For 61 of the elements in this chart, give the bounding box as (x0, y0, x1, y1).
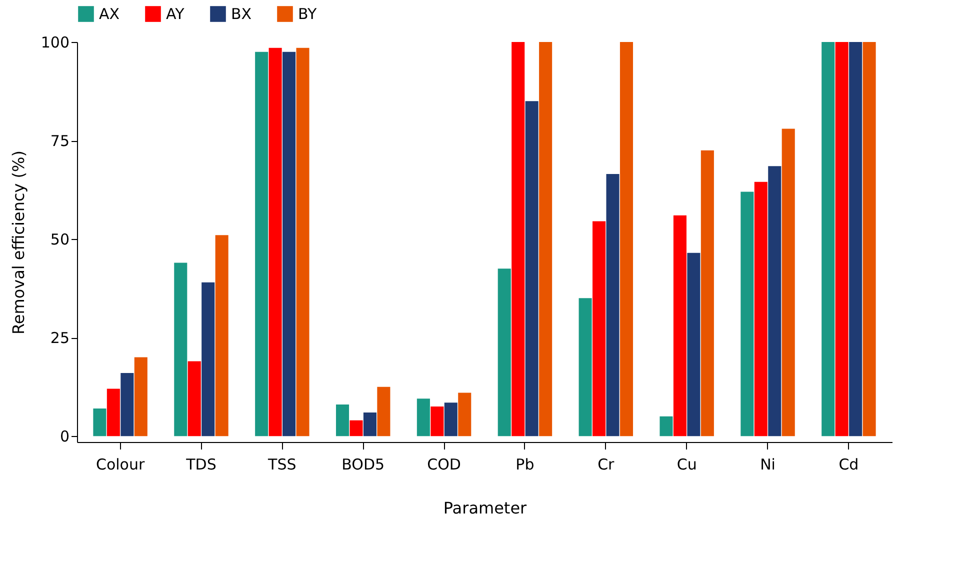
bar (822, 42, 835, 436)
bar (255, 52, 268, 436)
bar (700, 150, 714, 436)
y-tick-label: 50 (50, 230, 70, 249)
bar (835, 42, 848, 436)
legend-label: AY (166, 5, 186, 23)
bar (377, 386, 390, 436)
bar (134, 357, 148, 436)
bar (673, 215, 686, 436)
x-tick-label: Cd (838, 456, 859, 474)
bar (768, 166, 782, 436)
x-tick-label: BOD5 (342, 456, 385, 474)
bar (606, 174, 620, 436)
bar (416, 398, 430, 436)
y-tick-label: 75 (50, 132, 70, 150)
bar (525, 101, 538, 436)
bar (282, 52, 296, 436)
bar (498, 268, 511, 436)
bar (363, 412, 376, 436)
bar (578, 298, 592, 436)
y-tick-label: 25 (50, 329, 70, 348)
bar (512, 42, 525, 436)
bar (106, 388, 120, 436)
bar (296, 48, 310, 436)
y-axis-title: Removal efficiency (%) (8, 150, 28, 334)
bar (350, 420, 363, 436)
y-tick-label: 100 (40, 34, 70, 52)
legend-label: AX (99, 5, 120, 23)
bar (336, 404, 350, 436)
bar (458, 392, 472, 436)
bar (120, 373, 134, 436)
bar (430, 406, 444, 436)
bar (849, 42, 862, 436)
bar (174, 262, 188, 436)
bar (754, 182, 768, 436)
bar (268, 48, 282, 436)
bar (188, 361, 201, 436)
x-tick-label: Pb (516, 456, 534, 474)
bar (740, 192, 754, 436)
bar (539, 42, 552, 436)
x-tick-label: Cu (676, 456, 697, 474)
bar (862, 42, 876, 436)
bar (444, 402, 458, 436)
bar (687, 252, 700, 436)
bar (782, 128, 795, 436)
bar (660, 416, 673, 436)
x-tick-label: TDS (185, 456, 216, 474)
bar (620, 42, 634, 436)
x-tick-label: TSS (267, 456, 296, 474)
y-tick-label: 0 (60, 428, 70, 446)
x-tick-label: Ni (760, 456, 776, 474)
bar (202, 282, 215, 436)
legend-label: BX (231, 5, 252, 23)
legend-label: BY (298, 5, 318, 23)
x-tick-label: COD (427, 456, 461, 474)
x-tick-label: Cr (598, 456, 616, 474)
bar (215, 235, 228, 436)
bar (93, 408, 106, 436)
x-axis-title: Parameter (443, 498, 528, 518)
x-tick-label: Colour (96, 456, 146, 474)
bar (592, 221, 606, 436)
